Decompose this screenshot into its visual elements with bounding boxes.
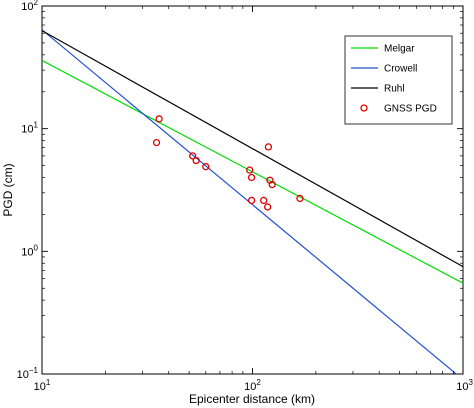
legend-label-ruhl: Ruhl	[384, 84, 405, 95]
data-point	[152, 138, 161, 147]
legend-label-crowell: Crowell	[384, 64, 417, 75]
legend-swatch-gnss-pgd	[360, 104, 368, 112]
data-point	[268, 180, 276, 189]
series-line-crowell	[42, 29, 458, 374]
y-tick-label: 101	[21, 121, 38, 136]
series-points	[152, 115, 304, 211]
data-point	[202, 163, 210, 171]
data-point	[260, 196, 268, 205]
data-point	[155, 115, 163, 123]
y-tick-label: 102	[21, 0, 38, 13]
data-point	[189, 152, 197, 160]
series-line-ruhl	[42, 30, 463, 268]
data-point	[192, 156, 200, 165]
y-axis-title: PGD (cm)	[1, 163, 15, 216]
x-tick-label: 101	[34, 378, 51, 393]
x-tick-label: 103	[456, 378, 473, 393]
data-point	[296, 194, 304, 203]
data-point	[246, 166, 254, 174]
legend-label-melgar: Melgar	[384, 44, 415, 55]
data-point	[264, 143, 273, 151]
x-axis-ticks: 101 102 103	[34, 6, 474, 393]
data-point	[263, 203, 272, 211]
legend: Melgar Crowell Ruhl GNSS PGD	[344, 35, 453, 125]
y-axis-ticks: 10−1 100 101 102	[17, 0, 463, 381]
data-point	[247, 173, 256, 182]
y-tick-label: 100	[21, 243, 38, 258]
legend-label-gnss-pgd: GNSS PGD	[384, 104, 437, 115]
legend-box	[344, 35, 453, 125]
x-tick-label: 102	[244, 378, 261, 393]
data-point	[247, 196, 256, 205]
x-axis-title: Epicenter distance (km)	[189, 392, 315, 406]
y-tick-label: 10−1	[17, 366, 39, 381]
